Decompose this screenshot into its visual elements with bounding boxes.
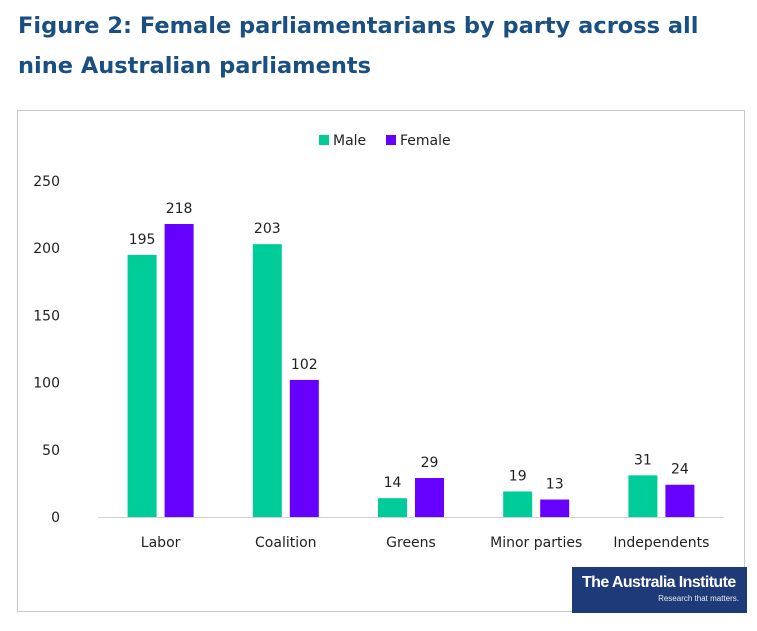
bar-male-greens xyxy=(378,498,407,517)
legend-swatch-female xyxy=(386,135,396,145)
y-tick-label: 50 xyxy=(42,443,60,459)
australia-institute-logo: The Australia Institute Research that ma… xyxy=(572,567,747,613)
bar-male-labor xyxy=(127,254,157,518)
bar-male-minor-parties xyxy=(503,491,533,517)
legend-swatch-male xyxy=(319,135,329,145)
y-tick-label: 200 xyxy=(33,241,60,257)
category-label: Independents xyxy=(613,535,709,551)
data-label: 203 xyxy=(254,221,281,237)
data-label: 29 xyxy=(421,455,439,471)
data-label: 19 xyxy=(509,468,527,484)
logo-name: The Australia Institute xyxy=(582,574,736,591)
data-label: 14 xyxy=(384,475,402,491)
data-label: 102 xyxy=(291,357,318,373)
data-label: 195 xyxy=(129,232,156,248)
bar-male-coalition xyxy=(252,244,282,517)
y-tick-label: 150 xyxy=(33,308,60,324)
bar-female-minor-parties xyxy=(540,499,570,517)
legend-label-male: Male xyxy=(333,133,366,149)
legend-label-female: Female xyxy=(400,133,451,149)
figure-title: Figure 2: Female parliamentarians by par… xyxy=(18,13,699,79)
category-label: Labor xyxy=(141,535,181,551)
category-label: Coalition xyxy=(255,535,317,551)
y-tick-label: 100 xyxy=(33,376,60,392)
y-tick-label: 0 xyxy=(51,510,60,526)
data-label: 31 xyxy=(634,452,652,468)
y-tick-label: 250 xyxy=(33,174,60,190)
bar-female-coalition xyxy=(289,379,319,517)
bar-chart: 0 50 100 150 200 250 195 218 Labor 203 102 Coalitio… xyxy=(33,133,724,551)
data-label: 13 xyxy=(546,477,564,493)
bar-female-independents xyxy=(665,484,695,517)
bar-female-labor xyxy=(164,224,194,517)
data-label: 218 xyxy=(166,201,193,217)
logo-tagline: Research that matters. xyxy=(658,594,739,603)
chart-frame: 0 50 100 150 200 250 195 218 Labor 203 102 Coalitio… xyxy=(17,110,745,612)
category-label: Minor parties xyxy=(490,535,582,551)
bar-female-greens xyxy=(415,478,444,517)
category-label: Greens xyxy=(386,535,436,551)
data-label: 24 xyxy=(671,462,689,478)
bar-male-independents xyxy=(628,475,658,517)
